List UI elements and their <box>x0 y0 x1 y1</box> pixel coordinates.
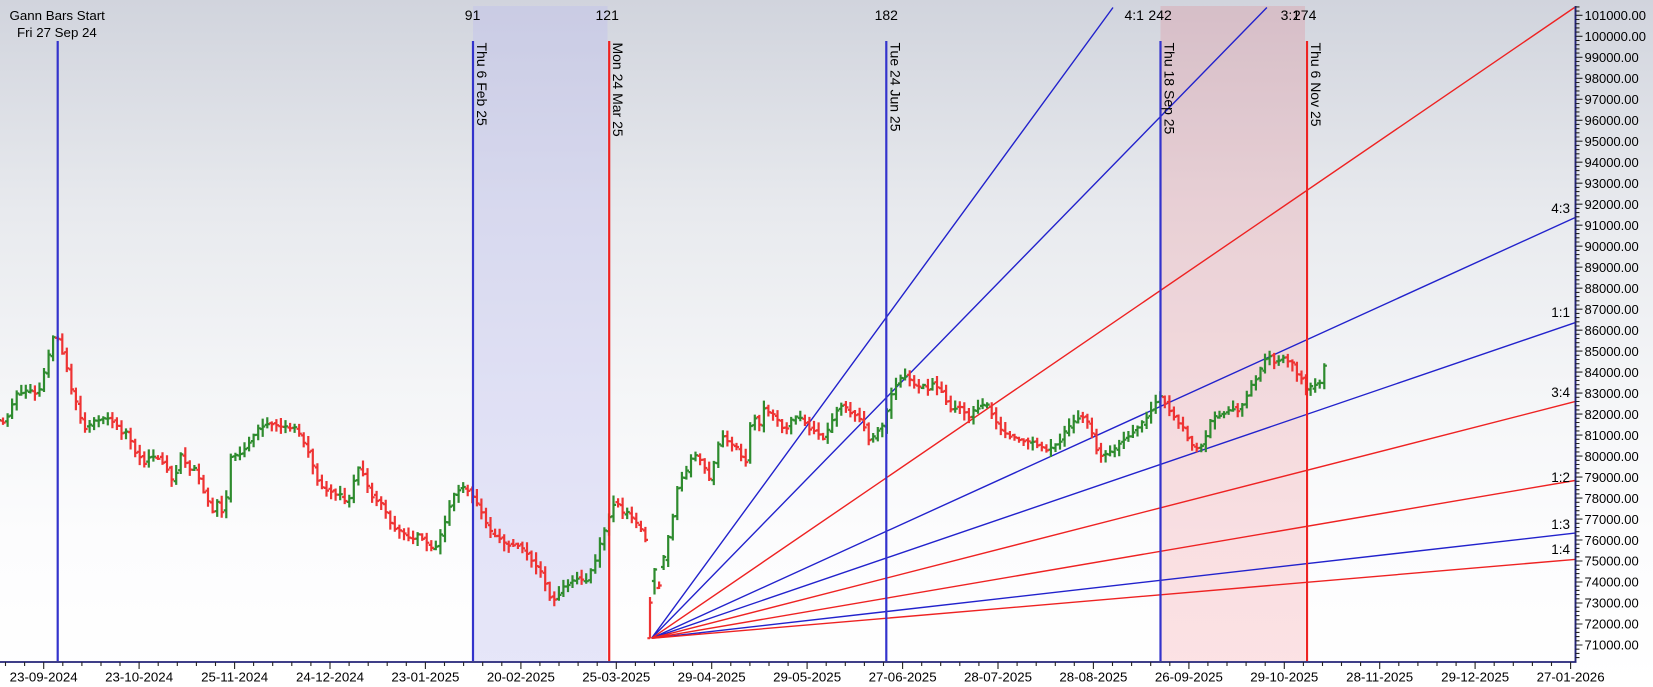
svg-text:80000.00: 80000.00 <box>1585 449 1639 464</box>
svg-text:274: 274 <box>1293 7 1317 23</box>
svg-text:79000.00: 79000.00 <box>1585 470 1639 485</box>
svg-text:78000.00: 78000.00 <box>1585 491 1639 506</box>
svg-text:Thu 18 Sep 25: Thu 18 Sep 25 <box>1162 43 1178 135</box>
svg-text:96000.00: 96000.00 <box>1585 113 1639 128</box>
svg-text:Tue 24 Jun 25: Tue 24 Jun 25 <box>887 43 903 132</box>
svg-text:Thu 6 Feb 25: Thu 6 Feb 25 <box>474 43 490 126</box>
svg-text:24-12-2024: 24-12-2024 <box>296 670 364 685</box>
svg-text:93000.00: 93000.00 <box>1585 176 1639 191</box>
svg-text:74000.00: 74000.00 <box>1585 575 1639 590</box>
svg-text:1:4: 1:4 <box>1551 542 1570 557</box>
svg-text:3:1: 3:1 <box>1281 7 1301 23</box>
svg-text:73000.00: 73000.00 <box>1585 596 1639 611</box>
svg-text:81000.00: 81000.00 <box>1585 428 1639 443</box>
svg-text:28-07-2025: 28-07-2025 <box>964 670 1032 685</box>
svg-text:77000.00: 77000.00 <box>1585 512 1639 527</box>
svg-text:Fri 27 Sep 24: Fri 27 Sep 24 <box>17 25 97 40</box>
svg-text:27-01-2026: 27-01-2026 <box>1537 670 1605 685</box>
svg-text:29-10-2025: 29-10-2025 <box>1250 670 1318 685</box>
svg-text:242: 242 <box>1148 7 1172 23</box>
svg-text:92000.00: 92000.00 <box>1585 197 1639 212</box>
svg-text:1:1: 1:1 <box>1551 305 1570 320</box>
svg-text:95000.00: 95000.00 <box>1585 134 1639 149</box>
svg-text:Thu 6 Nov 25: Thu 6 Nov 25 <box>1308 43 1324 127</box>
svg-text:101000.00: 101000.00 <box>1585 8 1646 23</box>
svg-text:85000.00: 85000.00 <box>1585 344 1639 359</box>
svg-text:82000.00: 82000.00 <box>1585 407 1639 422</box>
svg-text:25-03-2025: 25-03-2025 <box>582 670 650 685</box>
svg-text:27-06-2025: 27-06-2025 <box>869 670 937 685</box>
svg-text:4:3: 4:3 <box>1551 201 1570 216</box>
svg-text:1:3: 1:3 <box>1551 517 1570 532</box>
svg-text:121: 121 <box>596 7 620 23</box>
svg-text:25-11-2024: 25-11-2024 <box>201 670 268 685</box>
svg-text:86000.00: 86000.00 <box>1585 323 1639 338</box>
svg-text:29-12-2025: 29-12-2025 <box>1441 670 1509 685</box>
svg-text:98000.00: 98000.00 <box>1585 71 1639 86</box>
svg-text:83000.00: 83000.00 <box>1585 386 1639 401</box>
svg-text:29-04-2025: 29-04-2025 <box>678 670 746 685</box>
svg-text:89000.00: 89000.00 <box>1585 260 1639 275</box>
svg-text:87000.00: 87000.00 <box>1585 302 1639 317</box>
svg-text:1:2: 1:2 <box>1551 470 1570 485</box>
svg-text:90000.00: 90000.00 <box>1585 239 1639 254</box>
svg-text:84000.00: 84000.00 <box>1585 365 1639 380</box>
svg-text:23-09-2024: 23-09-2024 <box>10 670 78 685</box>
svg-text:Gann Bars Start: Gann Bars Start <box>10 8 106 23</box>
svg-text:29-05-2025: 29-05-2025 <box>773 670 841 685</box>
svg-text:97000.00: 97000.00 <box>1585 92 1639 107</box>
svg-text:71000.00: 71000.00 <box>1585 638 1639 653</box>
svg-text:23-01-2025: 23-01-2025 <box>391 670 459 685</box>
svg-text:99000.00: 99000.00 <box>1585 50 1639 65</box>
svg-text:94000.00: 94000.00 <box>1585 155 1639 170</box>
svg-text:72000.00: 72000.00 <box>1585 617 1639 632</box>
svg-text:100000.00: 100000.00 <box>1585 29 1646 44</box>
svg-text:28-08-2025: 28-08-2025 <box>1059 670 1127 685</box>
svg-text:23-10-2024: 23-10-2024 <box>105 670 173 685</box>
svg-text:91: 91 <box>465 7 481 23</box>
svg-text:91000.00: 91000.00 <box>1585 218 1639 233</box>
svg-text:182: 182 <box>875 7 899 23</box>
svg-text:28-11-2025: 28-11-2025 <box>1346 670 1413 685</box>
svg-text:Mon 24 Mar 25: Mon 24 Mar 25 <box>610 43 626 137</box>
svg-text:76000.00: 76000.00 <box>1585 533 1639 548</box>
svg-text:88000.00: 88000.00 <box>1585 281 1639 296</box>
svg-text:3:4: 3:4 <box>1551 385 1570 400</box>
svg-text:4:1: 4:1 <box>1125 7 1145 23</box>
svg-text:20-02-2025: 20-02-2025 <box>487 670 555 685</box>
svg-text:26-09-2025: 26-09-2025 <box>1155 670 1223 685</box>
svg-text:75000.00: 75000.00 <box>1585 554 1639 569</box>
